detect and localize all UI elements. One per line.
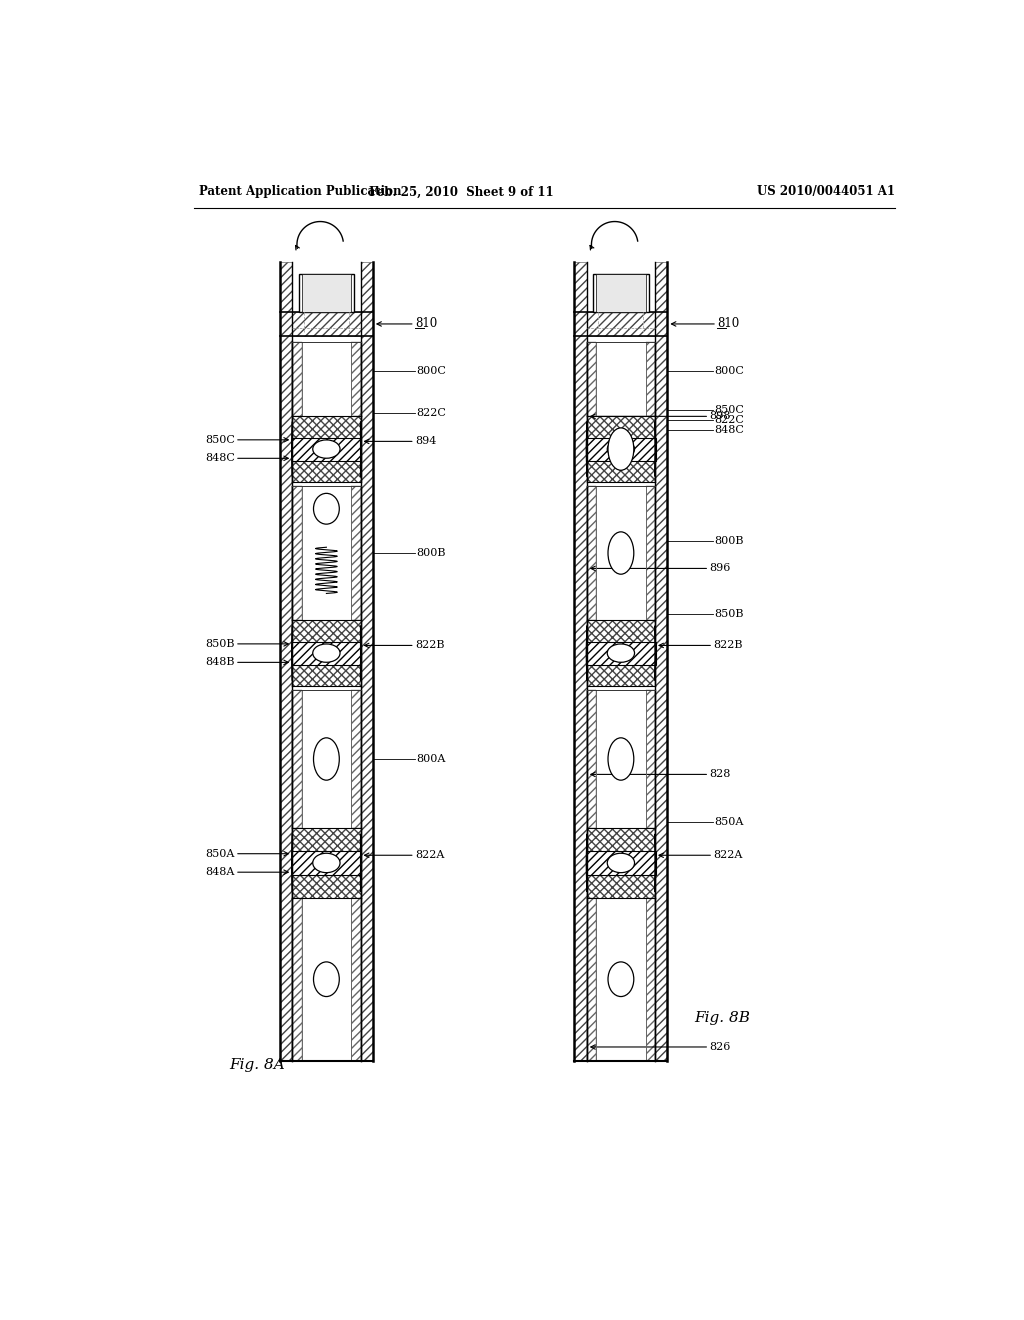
Ellipse shape [313,738,339,780]
Bar [593,275,649,313]
Text: 848C: 848C [205,453,234,463]
Bar [302,275,351,313]
Bar [302,898,351,1061]
Text: 898: 898 [710,412,731,421]
Text: 822A: 822A [713,850,742,861]
Bar [587,620,655,686]
Bar [292,642,361,664]
Bar [586,438,655,461]
Bar [292,829,360,898]
Text: 850C: 850C [205,434,234,445]
Bar [292,829,360,898]
Text: 848A: 848A [206,867,234,878]
Bar [587,620,655,686]
Bar [587,829,655,898]
Bar [351,689,360,829]
Bar [596,689,646,829]
Bar [587,416,655,482]
Text: 850A: 850A [715,817,744,828]
Bar [587,416,655,482]
Bar [596,275,646,313]
Text: 800C: 800C [715,367,744,376]
Bar [302,342,351,416]
Bar [646,898,655,1061]
Text: 822C: 822C [417,408,446,417]
Text: 826: 826 [710,1041,731,1052]
Ellipse shape [608,962,634,997]
Bar [586,642,655,664]
Text: 800A: 800A [417,754,445,764]
Text: 800B: 800B [715,536,744,546]
Bar [302,689,351,829]
Text: 850C: 850C [715,405,744,416]
Bar [587,342,596,416]
Bar [351,342,360,416]
Bar [646,486,655,620]
Bar [587,689,596,829]
Ellipse shape [312,644,340,663]
Bar [596,486,646,620]
Bar [292,620,360,686]
Bar [596,342,646,416]
Text: 828: 828 [710,770,731,779]
Ellipse shape [608,532,634,574]
Text: 848C: 848C [715,425,744,436]
Bar [587,898,596,1061]
Bar [292,851,361,875]
Ellipse shape [608,428,634,470]
Text: 850B: 850B [715,610,744,619]
Text: 850B: 850B [206,639,234,649]
Text: 810: 810 [717,317,739,330]
Bar [292,438,361,461]
Ellipse shape [312,440,340,458]
Text: 822B: 822B [415,640,444,651]
Bar [292,486,302,620]
Ellipse shape [313,962,339,997]
Ellipse shape [608,738,634,780]
Bar [646,689,655,829]
Ellipse shape [607,853,635,873]
Text: Fig. 8A: Fig. 8A [228,1059,285,1072]
Text: 822B: 822B [713,640,742,651]
Bar [360,263,373,1061]
Bar [302,486,351,620]
Bar [292,416,360,482]
Text: Fig. 8B: Fig. 8B [693,1011,750,1024]
Text: 822C: 822C [715,416,744,425]
Bar [596,898,646,1061]
Text: Feb. 25, 2010  Sheet 9 of 11: Feb. 25, 2010 Sheet 9 of 11 [369,185,554,198]
Text: 800C: 800C [417,367,446,376]
Bar [280,263,292,1061]
Bar [292,416,360,482]
Bar [574,263,587,1061]
Bar [586,851,655,875]
Bar [587,313,655,335]
Bar [351,898,360,1061]
Bar [646,342,655,416]
Text: 850A: 850A [206,849,234,859]
Ellipse shape [607,644,635,663]
Bar [351,486,360,620]
Text: 800B: 800B [417,548,445,558]
Text: 896: 896 [710,564,731,573]
Text: 810: 810 [415,317,437,330]
Text: US 2010/0044051 A1: US 2010/0044051 A1 [758,185,895,198]
Text: 894: 894 [415,437,436,446]
Bar [292,898,302,1061]
Text: 848B: 848B [206,657,234,668]
Bar [587,486,596,620]
Text: 822A: 822A [415,850,444,861]
Bar [292,342,302,416]
Bar [655,263,668,1061]
Bar [292,689,302,829]
Bar [292,620,360,686]
Ellipse shape [607,440,635,458]
Ellipse shape [312,853,340,873]
Ellipse shape [313,494,339,524]
Text: Patent Application Publication: Patent Application Publication [200,185,401,198]
Bar [292,313,360,335]
Bar [587,829,655,898]
Bar [299,275,354,313]
